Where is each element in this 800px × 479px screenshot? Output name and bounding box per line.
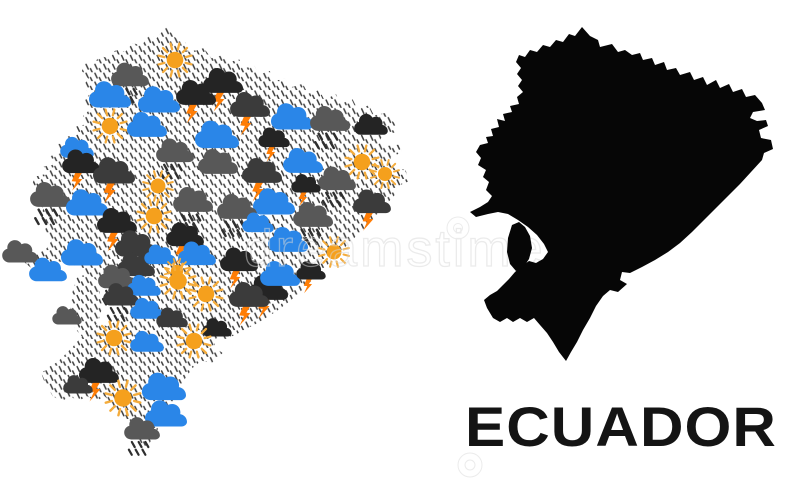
watermark: dreamstime ® [243,216,559,478]
sun-icon [96,320,132,356]
storm-cloud-lightning-icon [176,79,217,124]
storm-cloud-lightning-icon [97,207,137,252]
sun-icon [176,323,212,359]
rain-cloud-icon [124,417,160,456]
watermark-text: dreamstime [244,220,546,278]
sun-icon [370,159,400,189]
solid-map-shape [470,27,773,361]
rain-cloud-icon [318,166,356,208]
storm-cloud-lightning-icon [230,91,270,136]
rain-cloud-icon [310,105,350,150]
storm-cloud-lightning-icon [296,261,326,294]
solid-map-ecuador [470,27,773,361]
rain-cloud-icon [103,283,139,322]
cloud-icon [2,240,38,263]
watermark-spiral-logo [446,216,483,478]
storm-cloud-lightning-icon [62,149,100,191]
sun-icon [157,42,193,78]
weather-icons-layer [2,42,400,456]
sun-icon [92,108,128,144]
rain-cloud-icon [30,181,71,226]
storm-cloud-lightning-icon [242,157,282,202]
map-title: ECUADOR [465,395,777,458]
storm-cloud-lightning-icon [203,67,244,112]
sun-icon [136,198,172,234]
storm-cloud-lightning-icon [258,127,290,162]
storm-cloud-lightning-icon [291,174,321,207]
sun-icon [142,170,174,202]
storm-cloud-lightning-icon [79,357,119,402]
sun-icon [318,236,350,268]
storm-cloud-lightning-icon [220,247,258,289]
weather-mosaic-map-ecuador [2,26,409,456]
sun-icon [104,379,142,417]
sun-icon [188,276,224,312]
storm-cloud-lightning-icon [93,157,135,204]
storm-cloud-lightning-icon [353,189,391,231]
storm-cloud-lightning-icon [229,281,269,326]
rain-cloud-icon [217,193,257,238]
sun-icon [159,262,197,300]
sun-icon [344,144,380,180]
